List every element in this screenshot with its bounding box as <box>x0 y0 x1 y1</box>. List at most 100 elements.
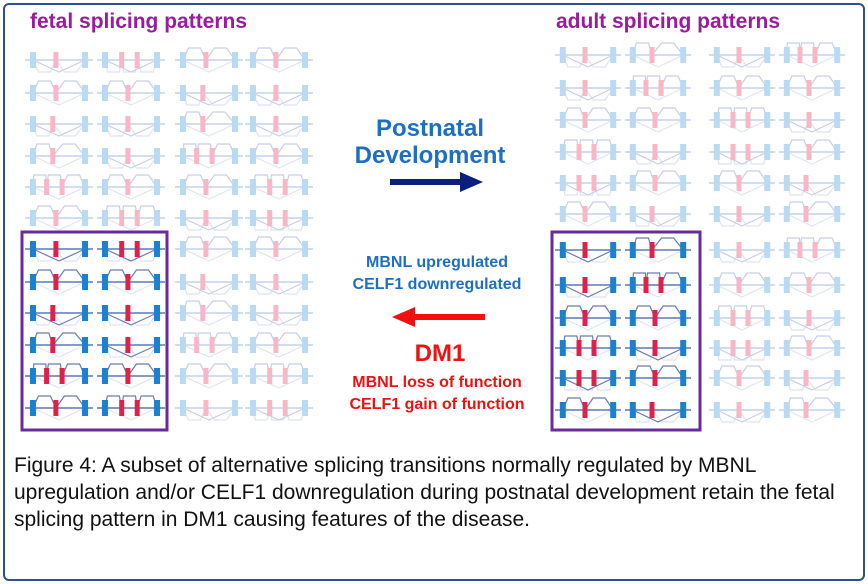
constitutive-exon <box>232 85 239 101</box>
skipping-arc <box>104 92 158 106</box>
constitutive-exon <box>302 241 309 257</box>
inclusion-arc <box>786 397 838 412</box>
alternative-exon <box>745 310 751 326</box>
alternative-exon <box>745 340 751 356</box>
skipping-arc <box>182 123 236 137</box>
skipping-arc <box>632 213 684 227</box>
inclusion-arc <box>104 343 158 358</box>
alternative-exon <box>582 80 588 96</box>
alternative-exon <box>119 52 125 68</box>
inclusion-arc <box>786 75 838 90</box>
inclusion-arc <box>786 181 838 196</box>
alternative-exon <box>803 402 809 418</box>
inclusion-arc <box>716 53 768 68</box>
alternative-exon <box>59 368 65 384</box>
alternative-exon <box>267 210 273 226</box>
alternative-exon <box>125 116 131 132</box>
alternative-exon <box>582 310 588 326</box>
constitutive-exon <box>680 80 687 96</box>
constitutive-exon <box>764 175 771 191</box>
constitutive-exon <box>232 305 239 321</box>
constitutive-exon <box>29 368 36 384</box>
skipping-arc <box>562 151 614 165</box>
inclusion-arc <box>104 269 158 284</box>
inclusion-arc <box>252 363 306 377</box>
inclusion-arc <box>716 107 768 121</box>
skipping-arc <box>182 59 236 73</box>
dm1-effects: MBNL loss of function CELF1 gain of func… <box>322 372 552 416</box>
constitutive-exon <box>249 337 256 353</box>
constitutive-exon <box>232 241 239 257</box>
constitutive-exon <box>610 175 617 191</box>
skipping-arc <box>562 87 614 101</box>
inclusion-arc <box>252 174 306 188</box>
constitutive-exon <box>680 310 687 326</box>
constitutive-exon <box>559 277 566 293</box>
constitutive-exon <box>232 179 239 195</box>
alternative-exon <box>282 368 288 384</box>
inclusion-arc <box>104 174 158 189</box>
constitutive-exon <box>629 144 636 160</box>
constitutive-exon <box>559 144 566 160</box>
inclusion-arc <box>716 347 768 361</box>
inclusion-arc <box>252 143 306 158</box>
alternative-exon <box>125 148 131 164</box>
alternative-exon <box>282 210 288 226</box>
constitutive-exon <box>154 241 161 257</box>
regulation-line1: MBNL upregulated <box>366 254 508 271</box>
alternative-exon <box>53 52 59 68</box>
skipping-arc <box>562 317 614 331</box>
alternative-exon <box>125 274 131 290</box>
skipping-arc <box>786 347 838 361</box>
alternative-exon <box>267 400 273 416</box>
skipping-arc <box>182 186 236 200</box>
inclusion-arc <box>716 365 768 380</box>
alternative-exon <box>44 179 50 195</box>
constitutive-exon <box>559 112 566 128</box>
constitutive-exon <box>249 52 256 68</box>
constitutive-exon <box>179 52 186 68</box>
alternative-exon <box>812 242 818 258</box>
skipping-arc <box>32 59 86 73</box>
skipping-arc <box>252 248 306 262</box>
constitutive-exon <box>179 368 186 384</box>
alternative-exon <box>203 400 209 416</box>
constitutive-exon <box>629 242 636 258</box>
skipping-arc <box>786 182 838 196</box>
constitutive-exon <box>713 47 720 63</box>
constitutive-exon <box>680 277 687 293</box>
inclusion-arc <box>252 332 306 347</box>
constitutive-exon <box>610 402 617 418</box>
skipping-arc <box>632 347 684 361</box>
skipping-arc <box>716 249 768 263</box>
alternative-exon <box>582 277 588 293</box>
constitutive-exon <box>29 210 36 226</box>
inclusion-arc <box>104 248 158 262</box>
alternative-exon <box>745 112 751 128</box>
constitutive-exon <box>783 112 790 128</box>
inclusion-arc <box>786 42 838 58</box>
constitutive-exon <box>82 241 89 257</box>
skipping-arc <box>182 344 236 358</box>
constitutive-exon <box>610 112 617 128</box>
skipping-arc <box>252 312 306 326</box>
alternative-exon <box>273 52 279 68</box>
inclusion-arc <box>632 170 684 185</box>
constitutive-exon <box>101 305 108 321</box>
fetal-highlight-box <box>20 230 169 432</box>
constitutive-exon <box>29 85 36 101</box>
skipping-arc <box>632 317 684 331</box>
inclusion-arc <box>182 332 236 348</box>
constitutive-exon <box>29 337 36 353</box>
skipping-arc <box>32 155 86 169</box>
inclusion-arc <box>182 111 236 126</box>
constitutive-exon <box>101 210 108 226</box>
constitutive-exon <box>29 116 36 132</box>
constitutive-exon <box>764 144 771 160</box>
constitutive-exon <box>783 277 790 293</box>
alternative-exon <box>643 80 649 96</box>
constitutive-exon <box>29 400 36 416</box>
skipping-arc <box>252 407 306 421</box>
inclusion-arc <box>562 305 614 320</box>
inclusion-arc <box>252 91 306 106</box>
